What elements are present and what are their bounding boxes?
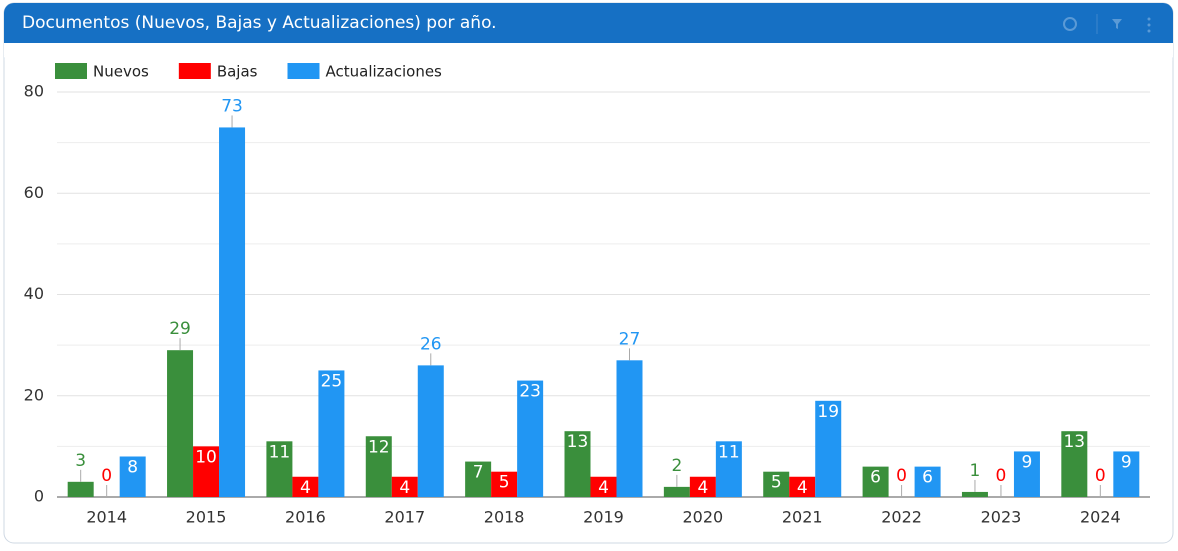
bar [590,476,617,497]
icon-menu[interactable] [1147,17,1151,21]
legend-swatch [287,63,320,79]
value-label: 0 [1095,466,1106,486]
x-tick-label: 2019 [583,508,624,527]
value-label: 9 [1022,452,1033,472]
value-label: 25 [321,371,343,391]
bar [517,380,544,497]
value-label: 6 [922,468,933,488]
x-tick-label: 2016 [285,508,326,527]
value-label: 1 [970,461,981,481]
value-label: 73 [221,96,243,116]
x-tick-label: 2018 [484,508,525,527]
bar [1013,451,1040,497]
value-label: 7 [473,463,484,483]
bar [789,476,816,497]
value-label: 11 [718,442,740,462]
legend-label: Actualizaciones [326,63,443,81]
bar [914,466,941,497]
value-label: 10 [195,447,217,467]
value-label: 9 [1121,452,1132,472]
bar [663,486,690,497]
legend-swatch [178,63,211,79]
value-label: 4 [399,478,410,498]
chart-title: Documentos (Nuevos, Bajas y Actualizacio… [22,13,497,33]
value-label: 8 [127,458,138,478]
value-label: 26 [420,334,442,354]
x-tick-label: 2021 [782,508,823,527]
bar [616,360,643,497]
value-label: 4 [300,478,311,498]
bar [763,471,790,497]
bar [292,476,319,497]
icon-filter[interactable] [1112,19,1122,29]
y-tick-label: 40 [24,284,44,303]
y-tick-label: 20 [24,385,44,404]
y-tick-label: 0 [34,487,44,506]
value-label: 12 [368,437,390,457]
x-tick-label: 2014 [86,508,127,527]
value-label: 13 [567,432,589,452]
bar [1113,451,1140,497]
icon-menu[interactable] [1147,29,1151,33]
value-label: 6 [870,468,881,488]
value-label: 0 [896,466,907,486]
legend-label: Nuevos [93,63,149,81]
bar [417,365,444,497]
value-label: 5 [771,473,782,493]
bar [391,476,418,497]
bar [193,446,220,497]
bar [961,491,988,497]
value-label: 23 [519,382,541,402]
value-label: 29 [169,319,191,339]
bar [465,461,492,497]
value-label: 3 [75,451,86,471]
x-tick-label: 2015 [186,508,227,527]
value-label: 2 [671,456,682,476]
x-tick-label: 2022 [881,508,922,527]
value-label: 13 [1063,432,1085,452]
value-label: 27 [619,329,641,349]
bar [862,466,889,497]
bar [318,370,345,497]
value-label: 0 [996,466,1007,486]
bar [1061,431,1088,497]
legend-swatch [55,63,87,79]
bar [715,441,742,497]
bar [689,476,716,497]
x-tick-label: 2017 [384,508,425,527]
icon-menu[interactable] [1147,23,1151,27]
bar [167,350,194,497]
x-tick-label: 2024 [1080,508,1121,527]
value-label: 5 [499,473,510,493]
bar [564,431,591,497]
header [4,3,1173,43]
bar [67,481,94,497]
x-tick-label: 2023 [981,508,1022,527]
value-label: 11 [269,442,291,462]
value-label: 4 [697,478,708,498]
bar [119,456,146,497]
value-label: 0 [101,466,112,486]
bar [266,441,293,497]
legend-label: Bajas [217,63,258,81]
bar [219,127,246,497]
icon-view[interactable] [1063,17,1077,31]
bar [491,471,518,497]
y-tick-label: 80 [24,82,44,101]
bar [815,400,842,497]
value-label: 19 [817,402,839,422]
bar [365,436,392,497]
x-tick-label: 2020 [683,508,724,527]
y-tick-label: 60 [24,183,44,202]
value-label: 4 [797,478,808,498]
value-label: 4 [598,478,609,498]
